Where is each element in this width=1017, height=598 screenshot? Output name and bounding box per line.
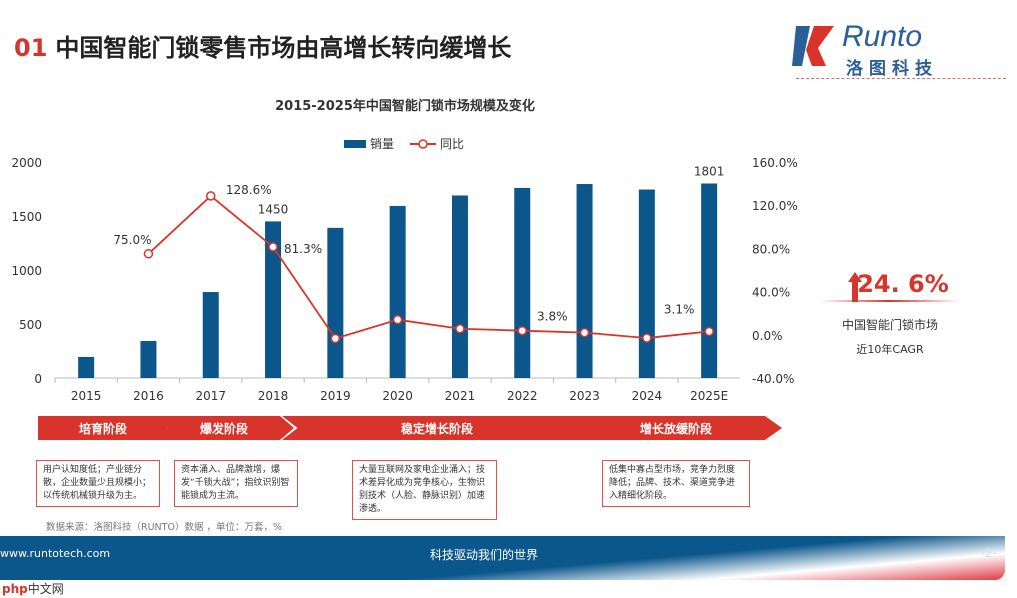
bar-2022 — [514, 187, 531, 378]
watermark: php中文网 — [2, 582, 64, 596]
x-tick-label: 2024 — [632, 389, 663, 400]
right-tick-label: 0.0% — [752, 329, 783, 343]
bar-2024 — [638, 189, 655, 378]
stage-slowdown: 增长放缓阶段 — [570, 416, 782, 440]
x-tick-label: 2016 — [133, 389, 164, 400]
divider — [796, 78, 1006, 79]
bar-2021 — [451, 195, 468, 378]
bar-2025E — [701, 183, 718, 378]
x-tick-label: 2020 — [382, 389, 413, 400]
legend-bar-swatch — [344, 140, 366, 148]
bar-2019 — [327, 227, 344, 378]
chart-title: 2015-2025年中国智能门锁市场规模及变化 — [275, 98, 535, 114]
bar-2020 — [389, 205, 406, 378]
yoy-line — [147, 194, 710, 340]
bar-2016 — [140, 340, 157, 378]
line-data-label: 81.3% — [284, 242, 322, 256]
x-tick-label: 2015 — [71, 389, 102, 400]
line-data-label: 128.6% — [226, 183, 272, 197]
description-box: 大量互联网及家电企业涌入；技术差异化成为竞争核心，生物识别技术（人脸、静脉识别）… — [352, 460, 497, 520]
page-number: -2- — [980, 546, 997, 560]
divider — [820, 300, 960, 302]
legend-label: 销量 — [370, 137, 394, 151]
x-tick-label: 2023 — [569, 389, 600, 400]
x-tick-label: 2025E — [690, 389, 728, 400]
bar-data-label: 1801 — [694, 164, 725, 178]
left-tick-label: 1500 — [11, 210, 42, 224]
footer: www.runtotech.com 科技驱动我们的世界 -2- — [0, 536, 1005, 580]
yoy-point-2017 — [206, 191, 216, 201]
left-tick-label: 1000 — [11, 264, 42, 278]
description-box: 低集中寡占型市场，竞争力烈度降低；品牌、技术、渠道竞争进入精细化阶段。 — [602, 460, 750, 507]
page-title: 01 中国智能门锁零售市场由高增长转向缓增长 — [14, 34, 512, 62]
bar-2015 — [78, 356, 95, 378]
x-tick-label: 2019 — [320, 389, 351, 400]
x-tick-label: 2021 — [445, 389, 476, 400]
yoy-point-2019 — [330, 333, 341, 344]
stage-cultivation: 培育阶段 — [38, 416, 168, 440]
right-tick-label: 160.0% — [752, 156, 798, 170]
yoy-point-2020 — [392, 314, 403, 325]
bar-data-label: 1450 — [258, 202, 289, 216]
description-box: 资本涌入、品牌激增，爆发“千锁大战”；指纹识别智能锁成为主流。 — [174, 460, 298, 507]
cagr-value: 24. 6% — [857, 270, 949, 298]
legend-label: 同比 — [440, 137, 464, 151]
yoy-point-2018 — [268, 242, 278, 252]
yoy-point-2025E — [704, 326, 714, 337]
yoy-point-2023 — [579, 327, 590, 338]
left-tick-label: 0 — [34, 372, 42, 386]
runto-logo: Runto 洛图科技 — [790, 18, 1006, 79]
line-data-label: 3.1% — [664, 302, 695, 316]
yoy-point-2022 — [517, 325, 527, 336]
bar-2018 — [265, 221, 282, 378]
data-source: 数据来源：洛图科技（RUNTO）数据 ，单位：万套，% — [46, 522, 282, 533]
website-link[interactable]: www.runtotech.com — [0, 547, 111, 560]
line-data-label: 75.0% — [113, 233, 151, 247]
yoy-point-2016 — [143, 249, 154, 259]
bar-2023 — [576, 184, 593, 378]
yoy-point-2024 — [642, 333, 652, 343]
right-tick-label: 80.0% — [752, 242, 790, 256]
line-data-label: 3.8% — [537, 310, 568, 324]
right-tick-label: 40.0% — [752, 286, 790, 300]
x-tick-label: 2018 — [258, 389, 289, 400]
description-box: 用户认知度低；产业链分散，企业数量少且规模小；以传统机械锁升级为主。 — [36, 460, 160, 507]
left-tick-label: 2000 — [11, 156, 42, 170]
legend-line-marker — [418, 139, 428, 149]
yoy-point-2021 — [455, 324, 465, 334]
stage-stable-growth: 稳定增长阶段 — [282, 416, 592, 440]
stage-explosion: 爆发阶段 — [154, 416, 294, 440]
x-tick-label: 2017 — [195, 389, 226, 400]
right-tick-label: 120.0% — [752, 199, 798, 213]
arrow-up-icon — [848, 272, 862, 302]
cagr-callout: 24. 6% 中国智能门锁市场 近10年CAGR — [820, 270, 960, 357]
bar-2017 — [202, 292, 219, 378]
right-tick-label: -40.0% — [752, 372, 794, 386]
x-tick-label: 2022 — [507, 389, 538, 400]
left-tick-label: 500 — [19, 318, 42, 332]
logo-mark-icon — [792, 26, 834, 66]
